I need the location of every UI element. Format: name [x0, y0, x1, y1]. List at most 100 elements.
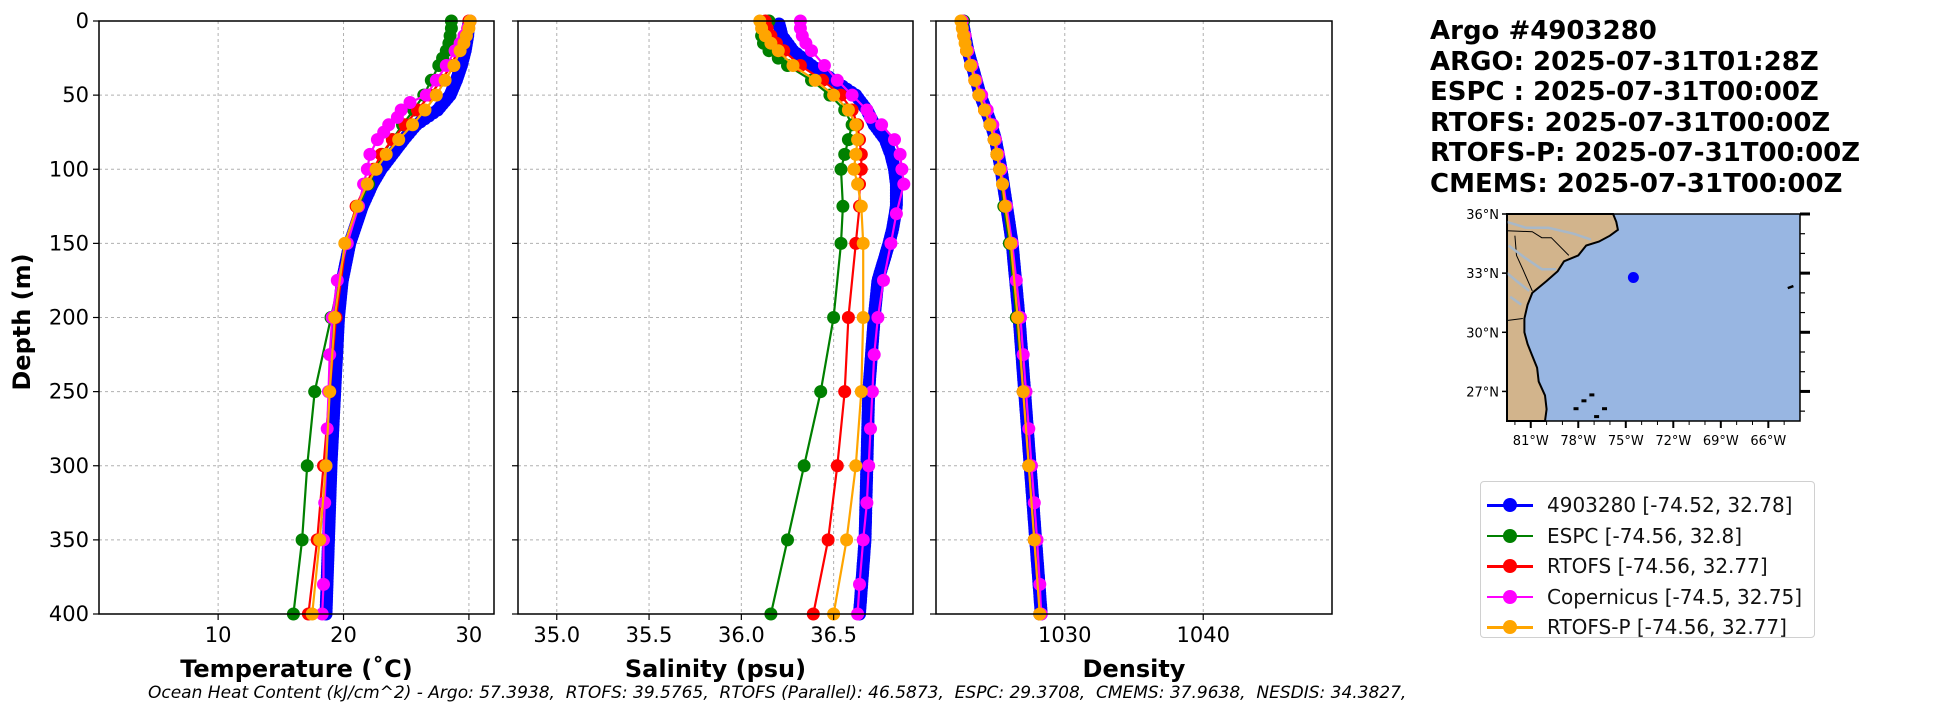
legend-item-espc: ESPC [-74.56, 32.8] — [1487, 521, 1742, 551]
map-river — [1509, 295, 1523, 306]
series-rtofs-p — [954, 14, 1047, 621]
data-point — [781, 533, 794, 547]
data-point — [318, 496, 332, 510]
legend-swatch — [1487, 498, 1533, 512]
legend-swatch — [1487, 559, 1533, 573]
data-point — [851, 133, 865, 147]
map-lon-label: 72°W — [1655, 434, 1691, 449]
map-river — [1506, 272, 1530, 292]
data-point — [830, 73, 844, 87]
legend-item-rtofs: RTOFS [-74.56, 32.77] — [1487, 551, 1768, 581]
map-lon-label: 81°W — [1513, 434, 1549, 449]
data-point — [328, 311, 342, 324]
y-axis-label: Depth (m) — [8, 253, 36, 390]
data-point — [438, 73, 452, 87]
data-point — [1016, 348, 1030, 362]
data-point — [830, 459, 844, 473]
data-point — [370, 133, 384, 147]
title-espc-time: ESPC : 2025-07-31T00:00Z — [1430, 77, 1819, 107]
data-point — [827, 88, 841, 102]
map-island — [1594, 415, 1600, 419]
panel-1: 0 50 100 150 200 250 300 350 400 10 20 30 Temperatur… — [49, 9, 495, 683]
data-point — [987, 133, 1001, 147]
data-point — [860, 496, 874, 510]
data-point — [978, 103, 991, 117]
data-point — [797, 459, 811, 473]
data-point — [856, 533, 870, 547]
x-tick-label: 30 — [456, 623, 483, 647]
data-point — [814, 385, 828, 399]
data-point — [379, 147, 393, 161]
data-point — [856, 311, 870, 324]
data-point — [390, 110, 404, 124]
x-tick-label: 36.0 — [718, 623, 765, 647]
data-point — [849, 147, 863, 161]
y-tick-label: 100 — [49, 157, 89, 181]
data-point — [1004, 236, 1018, 250]
y-tick-label: 300 — [49, 454, 89, 478]
legend-item-copernicus: Copernicus [-74.5, 32.75] — [1487, 582, 1802, 612]
legend-label: 4903280 [-74.52, 32.78] — [1547, 493, 1793, 517]
data-point — [968, 73, 982, 87]
x-axis-label: Density — [1083, 655, 1186, 683]
series-espc — [286, 14, 458, 621]
legend: 4903280 [-74.52, 32.78] ESPC [-74.56, 32… — [1480, 481, 1815, 639]
data-point — [847, 162, 861, 176]
series-rtofs-p — [305, 14, 477, 621]
data-point — [1022, 422, 1036, 436]
data-point — [1016, 385, 1030, 399]
data-point — [840, 533, 854, 547]
map-island — [1589, 393, 1595, 397]
map-lat-label: 36°N — [1466, 208, 1499, 223]
legend-swatch — [1487, 620, 1533, 634]
map-lat-label: 27°N — [1466, 385, 1499, 400]
title-block: Argo #4903280 ARGO: 2025-07-31T01:28Z ES… — [1430, 16, 1860, 199]
ocean-heat-content-footer: Ocean Heat Content (kJ/cm^2) - Argo: 57.… — [148, 683, 1407, 703]
legend-swatch — [1487, 589, 1533, 604]
data-point — [838, 385, 852, 399]
data-point — [1009, 273, 1023, 287]
legend-label: RTOFS-P [-74.56, 32.77] — [1547, 615, 1787, 639]
data-point — [993, 162, 1007, 176]
data-point — [817, 59, 831, 72]
map-river — [1507, 244, 1557, 271]
data-point — [851, 177, 865, 191]
map-lon-label: 75°W — [1608, 434, 1644, 449]
data-point — [834, 162, 848, 176]
data-point — [363, 147, 377, 161]
data-point — [998, 199, 1012, 213]
y-tick-label: 400 — [49, 602, 89, 626]
data-point — [983, 118, 997, 132]
data-point — [319, 459, 333, 473]
legend-item-rtofsp: RTOFS-P [-74.56, 32.77] — [1487, 612, 1787, 642]
data-point — [338, 236, 352, 250]
data-point — [895, 162, 909, 176]
legend-label: Copernicus [-74.5, 32.75] — [1547, 584, 1803, 609]
map-lon-label: 66°W — [1750, 434, 1786, 449]
data-point — [996, 177, 1009, 191]
map-island — [1573, 407, 1579, 411]
data-point — [295, 533, 309, 547]
data-point — [877, 273, 890, 287]
series-copernicus — [793, 14, 911, 621]
data-point — [862, 459, 876, 473]
data-point — [392, 133, 406, 147]
data-point — [845, 88, 859, 102]
data-point — [369, 162, 383, 176]
map-island — [1602, 407, 1608, 411]
map-border — [1514, 235, 1533, 292]
data-point — [1027, 496, 1041, 510]
data-point — [406, 118, 419, 132]
data-point — [771, 44, 785, 58]
data-point — [429, 88, 443, 102]
data-point — [453, 44, 467, 58]
float-location-marker — [1627, 271, 1639, 283]
data-point — [836, 199, 850, 213]
data-point — [867, 348, 881, 362]
data-point — [418, 103, 432, 117]
data-point — [360, 177, 374, 191]
data-point — [964, 59, 978, 72]
data-point — [990, 147, 1004, 161]
map-border — [1506, 230, 1570, 256]
data-point — [403, 96, 417, 109]
